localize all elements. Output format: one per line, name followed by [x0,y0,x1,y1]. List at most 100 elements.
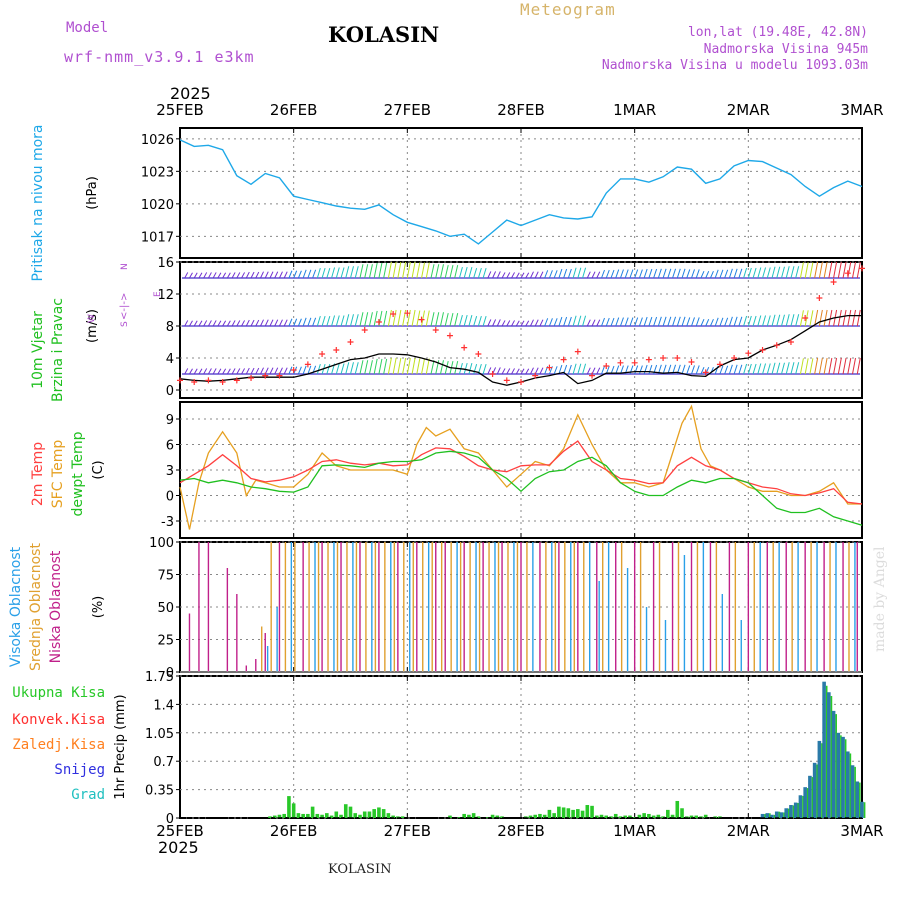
wind-barb [724,365,729,375]
wind-barb [203,368,208,375]
wind-barb [624,317,629,327]
rain-bar [490,814,495,818]
wind-gust-marker [489,371,496,377]
wind-barb [189,272,193,279]
snow-bar [836,732,841,818]
wind-barb [747,267,752,279]
wind-barb [217,320,222,327]
wind-barb [799,262,804,279]
wind-barb [307,365,312,375]
wind-barb [781,314,785,327]
top-time-label: 2MAR [727,101,770,119]
rain-bar [590,805,594,818]
wind-barb [790,362,795,375]
wind-gust-marker [560,356,567,363]
wind-barb [236,272,241,279]
wind-barb [728,316,733,327]
snow-bar [845,751,850,818]
station-title: KOLASIN [328,22,440,47]
y-tick-label: 1017 [141,230,174,245]
wind-barb [842,309,847,327]
wind-barb [776,362,781,375]
wind-barb [733,268,738,279]
wind-barb [425,310,430,327]
wind-barb [837,357,842,375]
wind-barb [397,309,402,327]
rain-bar [637,814,642,818]
wind-barb [288,366,293,375]
wind-barb [638,365,643,375]
rain-bar [561,807,566,818]
wind-barb [634,317,639,327]
rain-bar [675,800,680,818]
wind-barb [297,270,302,279]
snow-bar [808,775,812,818]
rain-bar [703,814,708,818]
wind-barb [359,264,364,279]
wind-gust-marker [532,372,539,379]
wind-barb [307,317,312,327]
wind-barb [818,357,823,375]
meteogram-title: Meteogram [520,0,616,19]
mid-cloud-title: Srednja Oblacnost [28,543,44,671]
rain-bar [462,813,466,818]
wind-barb [392,261,397,279]
rain-bar [277,814,282,818]
wind-barb [184,368,189,375]
rain-bar [396,816,400,818]
wind-barb [326,316,331,327]
y-tick-label: 3 [166,464,174,479]
wind-barb [487,319,492,327]
rain-bar [400,816,405,818]
y-tick-label: 0 [166,384,174,399]
snow-bar [770,814,774,818]
wind-barb [785,362,790,375]
y-tick-label: 0 [166,812,174,827]
wind-barb [316,364,321,375]
wind-barb [444,265,449,279]
wind-barb [411,261,416,279]
panel-clouds: 0 25 50 75 100 Visoka Oblacnost Srednja Oblacn… [8,536,863,681]
wind-barb [354,266,359,279]
snow-rain-bar [821,743,823,818]
wind-gust-marker [248,375,255,381]
wind-gust-marker [205,377,212,384]
wind-barb [335,267,340,279]
wind-gust-marker [361,327,368,333]
wind-barb [856,357,861,375]
wind-barb [198,272,203,279]
wind-barb [771,314,776,327]
wind-barb [686,365,691,375]
wind-barb [458,314,463,327]
wind-barb [269,367,274,375]
rain-bar [367,811,372,818]
wind-barb [283,319,288,327]
top-time-label: 26FEB [270,101,317,119]
wind-gust-marker [461,344,468,351]
wind-barb [525,272,530,279]
panel-pressure: 1017 1020 1023 1026 Pritisak na nivou mora (h… [30,124,863,282]
wind-barb [567,268,572,279]
wind-barb [406,261,411,279]
wind-barb [378,262,383,279]
wind-barb [468,362,473,375]
snow-bar [803,787,807,818]
wind-barb [411,357,416,375]
wind-barb [539,367,544,375]
snow-bar [822,681,826,818]
wind-barb [520,320,525,327]
rain-bar [623,815,627,818]
panel-precipitation: 0 0.35 0.7 1.05 1.4 1.75 Ukupna Kisa Konvek.Kis… [12,670,866,827]
wind-barb [454,313,459,327]
wind-gust-marker [787,339,794,345]
wind-barb [231,272,236,279]
wind-barb [709,318,714,327]
wind-barb [634,365,639,375]
rain-bar [642,813,646,818]
sfc-temp-title: SFC Temp [50,440,66,509]
wind-barb [189,320,193,327]
rain-bar [571,809,575,818]
wind-barb [724,269,729,279]
wind-barb [250,271,255,279]
wind-barb [714,269,719,279]
